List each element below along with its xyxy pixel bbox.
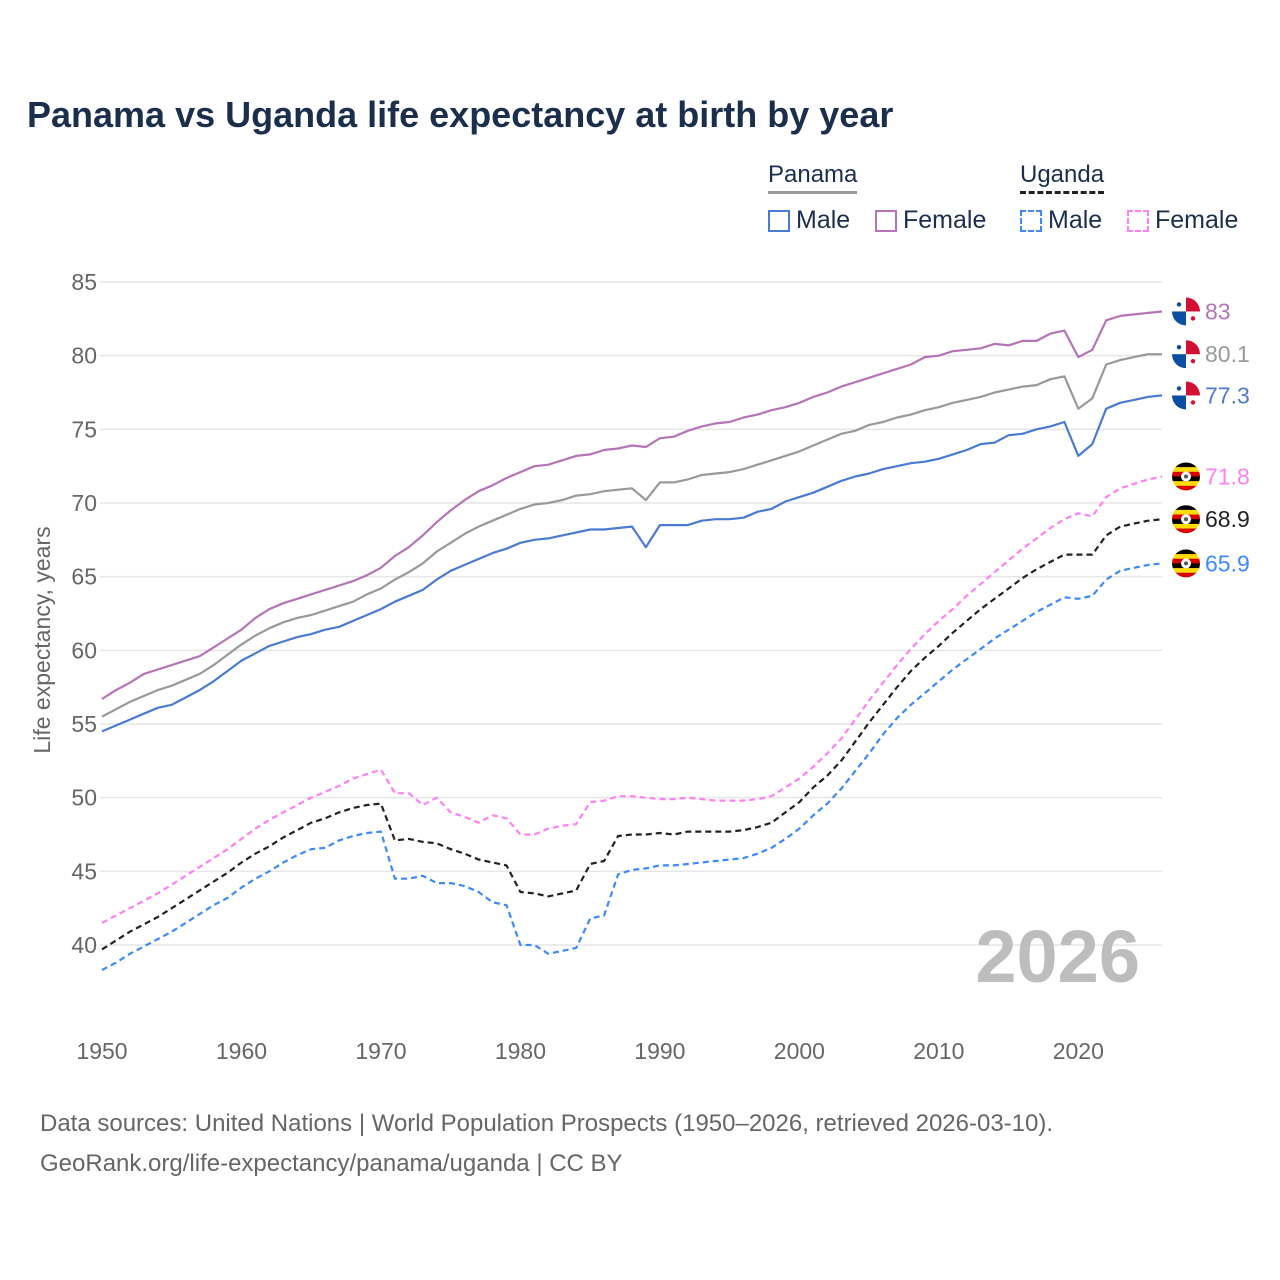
legend-label: Male <box>796 206 851 234</box>
panama-flag-icon <box>1172 340 1200 369</box>
x-tick-label: 2020 <box>1053 1038 1104 1064</box>
end-value-label: 83 <box>1205 298 1231 324</box>
end-value-label: 71.8 <box>1205 463 1250 489</box>
series-line-uganda-total <box>101 518 1163 951</box>
y-tick-label: 45 <box>71 858 97 884</box>
end-value-label: 65.9 <box>1205 550 1250 576</box>
legend-label: Female <box>903 206 987 234</box>
series-line-uganda-male <box>101 562 1163 971</box>
attribution-link[interactable]: GeoRank.org/life-expectancy/panama/ugand… <box>40 1150 623 1177</box>
series-line-uganda-female <box>101 475 1163 924</box>
legend-swatch-panama-female <box>875 209 897 232</box>
legend-label: Female <box>1155 206 1239 234</box>
series-line-panama-female <box>101 310 1163 700</box>
legend-panama-heading: Panama <box>768 161 858 194</box>
x-tick-label: 1950 <box>76 1038 127 1064</box>
y-tick-label: 55 <box>71 711 97 737</box>
y-tick-label: 50 <box>71 785 97 811</box>
y-tick-label: 85 <box>71 269 97 295</box>
panama-flag-icon <box>1172 381 1200 410</box>
y-tick-label: 60 <box>71 637 97 663</box>
legend-panama-male[interactable]: Male <box>768 206 850 235</box>
x-tick-label: 1990 <box>634 1038 685 1064</box>
y-tick-label: 80 <box>71 343 97 369</box>
y-tick-label: 75 <box>71 416 97 442</box>
data-source-text: Data sources: United Nations | World Pop… <box>40 1110 1054 1137</box>
legend-panama: Panama Male Female <box>768 160 1008 234</box>
legend-swatch-uganda-female <box>1127 209 1149 232</box>
uganda-flag-icon <box>1172 462 1200 491</box>
footer: Data sources: United Nations | World Pop… <box>40 1104 1053 1184</box>
y-tick-label: 40 <box>71 932 97 958</box>
x-tick-label: 2010 <box>913 1038 964 1064</box>
series-line-panama-total <box>101 353 1162 718</box>
y-tick-label: 70 <box>71 490 97 516</box>
series-line-panama-male <box>101 394 1163 733</box>
year-watermark: 2026 <box>975 915 1140 998</box>
uganda-flag-icon <box>1172 549 1200 578</box>
x-tick-label: 1960 <box>216 1038 267 1064</box>
panama-flag-icon <box>1172 297 1200 326</box>
legend-uganda-male[interactable]: Male <box>1020 206 1102 235</box>
x-tick-label: 2000 <box>774 1038 825 1064</box>
y-tick-label: 65 <box>71 564 97 590</box>
chart-title: Panama vs Uganda life expectancy at birt… <box>27 94 894 135</box>
end-value-label: 68.9 <box>1205 506 1250 532</box>
legend-uganda: Uganda Male Female <box>1020 160 1260 234</box>
legend-uganda-female[interactable]: Female <box>1127 206 1238 235</box>
legend-swatch-uganda-male <box>1020 209 1042 232</box>
legend-panama-female[interactable]: Female <box>875 206 986 235</box>
end-value-label: 80.1 <box>1205 341 1250 367</box>
x-tick-label: 1970 <box>355 1038 406 1064</box>
legend-label: Male <box>1048 206 1103 234</box>
legend-uganda-heading: Uganda <box>1020 161 1105 194</box>
y-axis-title: Life expectancy, years <box>29 526 55 753</box>
x-tick-label: 1980 <box>495 1038 546 1064</box>
uganda-flag-icon <box>1172 505 1200 534</box>
legend-swatch-panama-male <box>768 209 790 232</box>
end-value-label: 77.3 <box>1205 382 1250 408</box>
